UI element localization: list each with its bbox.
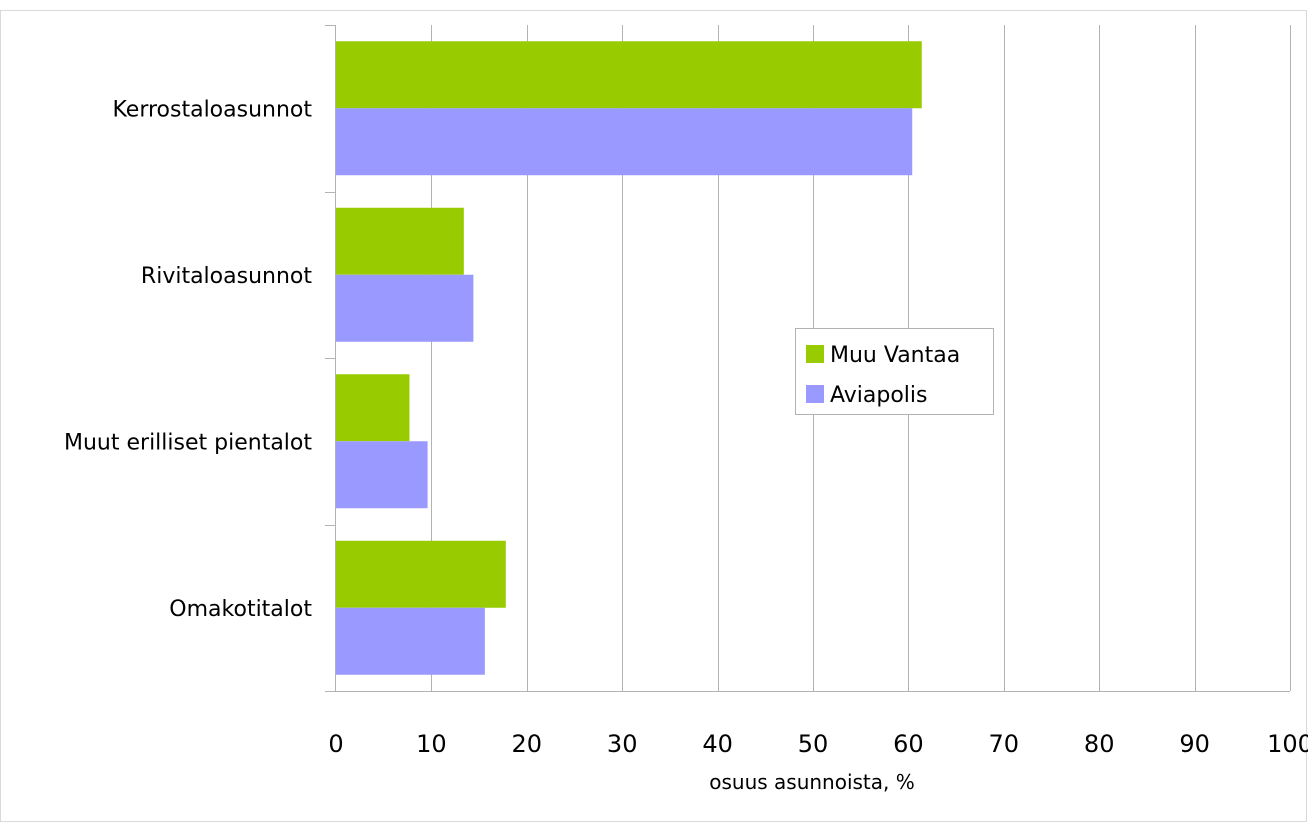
legend-swatch xyxy=(806,345,824,363)
bar-muu-vantaa xyxy=(336,207,464,275)
x-axis-title: osuus asunnoista, % xyxy=(709,770,915,794)
legend-items: Muu Vantaa Aviapolis xyxy=(806,343,960,408)
bar-aviapolis xyxy=(336,108,913,176)
x-tick-label: 0 xyxy=(328,730,343,758)
x-tick-label: 20 xyxy=(512,730,543,758)
x-tick-label: 10 xyxy=(416,730,447,758)
x-tick-label: 80 xyxy=(1084,730,1115,758)
category-label: Kerrostaloasunnot xyxy=(112,97,312,122)
bar-aviapolis xyxy=(336,441,428,509)
category-label: Muut erilliset pientalot xyxy=(64,430,312,455)
x-tick-label: 90 xyxy=(1179,730,1210,758)
axes xyxy=(325,25,1290,692)
x-tick-label: 60 xyxy=(893,730,924,758)
legend-box xyxy=(795,328,994,415)
x-tick-label: 70 xyxy=(989,730,1020,758)
x-tick-labels: 0 10 20 30 40 50 60 70 80 90 100 xyxy=(328,730,1308,758)
x-tick-label: 50 xyxy=(798,730,829,758)
x-tick-label: 40 xyxy=(702,730,733,758)
bar-muu-vantaa xyxy=(336,374,410,442)
legend-label: Aviapolis xyxy=(830,383,928,408)
bars xyxy=(336,41,922,675)
bar-muu-vantaa xyxy=(336,540,506,608)
category-labels: Omakotitalot Muut erilliset pientalot Rivi… xyxy=(64,97,312,622)
category-label: Omakotitalot xyxy=(169,597,312,622)
bar-muu-vantaa xyxy=(336,41,922,109)
legend-label: Muu Vantaa xyxy=(830,343,960,368)
x-tick-label: 30 xyxy=(607,730,638,758)
x-tick-label: 100 xyxy=(1267,730,1308,758)
bar-aviapolis xyxy=(336,274,474,342)
legend-swatch xyxy=(806,385,824,403)
category-label: Rivitaloasunnot xyxy=(141,264,312,289)
bar-aviapolis xyxy=(336,607,485,675)
legend: Muu Vantaa Aviapolis xyxy=(795,328,994,415)
